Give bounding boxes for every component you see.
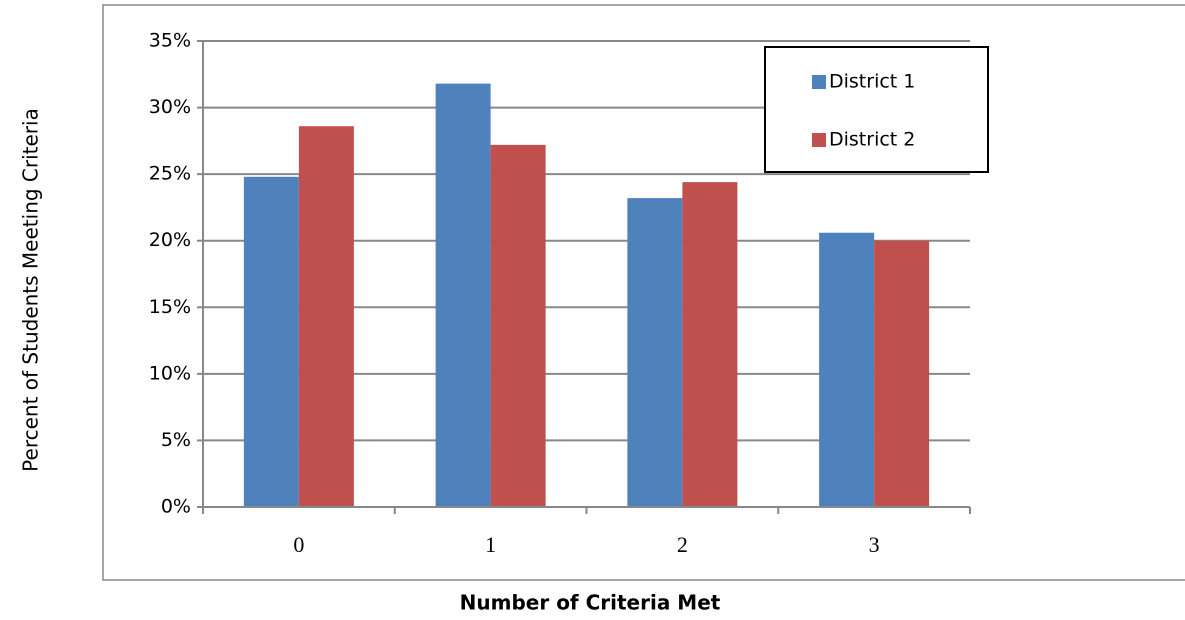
y-tick-label: 25% — [149, 163, 191, 185]
x-tick-label: 0 — [293, 532, 304, 557]
y-tick-label: 10% — [149, 362, 191, 384]
bar — [435, 83, 491, 507]
legend-label: District 2 — [829, 129, 915, 151]
x-tick-label: 1 — [485, 532, 496, 557]
bar — [819, 232, 875, 507]
bar — [627, 198, 683, 507]
bar — [682, 182, 738, 508]
y-tick-label: 20% — [149, 229, 191, 251]
chart-border — [102, 4, 1185, 581]
x-tick-label: 3 — [869, 532, 880, 557]
legend-swatch — [812, 75, 826, 89]
y-tick-label: 0% — [161, 496, 191, 518]
bar — [874, 240, 930, 507]
x-tick-label: 2 — [677, 532, 688, 557]
legend-swatch — [812, 133, 826, 147]
bar — [298, 126, 354, 507]
x-axis-title: Number of Criteria Met — [460, 591, 721, 615]
legend-box — [764, 46, 989, 173]
bar — [490, 144, 546, 507]
bar — [243, 176, 299, 507]
y-tick-label: 5% — [161, 429, 191, 451]
y-tick-label: 30% — [149, 96, 191, 118]
y-axis-title: Percent of Students Meeting Criteria — [19, 108, 43, 472]
y-tick-label: 35% — [149, 30, 191, 52]
legend-label: District 1 — [829, 71, 915, 93]
y-tick-label: 15% — [149, 296, 191, 318]
